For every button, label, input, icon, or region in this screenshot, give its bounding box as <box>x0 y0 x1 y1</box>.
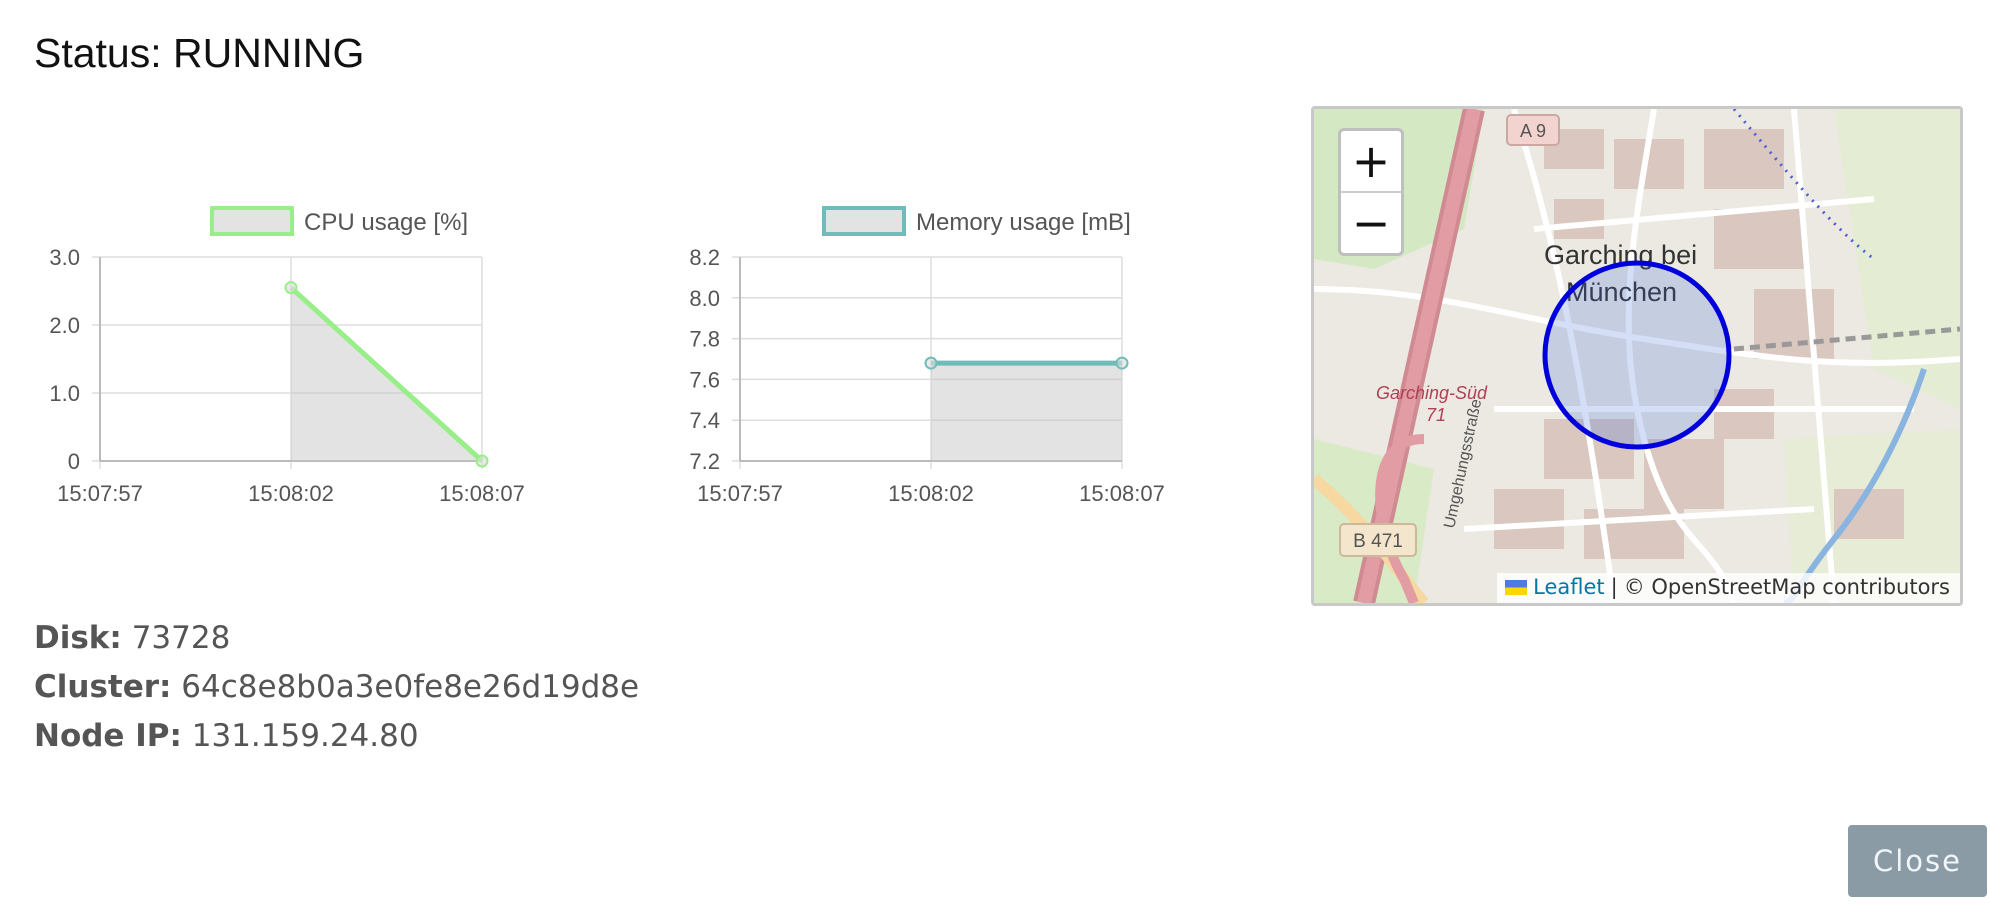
cpu-legend-swatch <box>210 206 294 236</box>
exit-number: 71 <box>1426 405 1446 425</box>
mem-y-tick-label: 8.2 <box>689 245 720 270</box>
status-title: Status: RUNNING <box>34 30 365 76</box>
exit-label: Garching-Süd <box>1376 383 1488 403</box>
node-ip-label: Node IP: <box>34 718 182 754</box>
disk-info: Disk: 73728 <box>34 620 230 656</box>
cpu-legend-label: CPU usage [%] <box>304 209 468 236</box>
zoom-out-button[interactable]: − <box>1341 191 1401 253</box>
osm-attribution[interactable]: © OpenStreetMap contributors <box>1623 575 1950 599</box>
cluster-label: Cluster: <box>34 669 172 705</box>
road-label-a9: A 9 <box>1520 121 1546 141</box>
attribution-separator: | <box>1610 575 1618 599</box>
cpu-series-line <box>289 285 484 463</box>
mem-y-tick-label: 7.6 <box>689 367 720 392</box>
leaflet-link[interactable]: Leaflet <box>1533 575 1605 599</box>
cpu-x-tick-label: 15:08:07 <box>439 481 525 506</box>
cpu-y-tick-label: 2.0 <box>49 313 80 338</box>
map-attribution: Leaflet | © OpenStreetMap contributors <box>1497 573 1960 603</box>
road-label-b471: B 471 <box>1353 531 1403 552</box>
cluster-info: Cluster: 64c8e8b0a3e0fe8e26d19d8e <box>34 669 639 705</box>
mem-y-tick-label: 8.0 <box>689 286 720 311</box>
memory-usage-chart: Memory usage [mB] 8.2 8.0 7.8 7.6 7.4 7.2 15:0… <box>689 206 1165 506</box>
node-location-circle[interactable] <box>1542 260 1732 450</box>
memory-legend-swatch <box>822 206 906 236</box>
mem-x-tick-label: 15:07:57 <box>697 481 783 506</box>
disk-value: 73728 <box>131 620 231 656</box>
node-ip-value: 131.159.24.80 <box>191 718 419 754</box>
cpu-x-tick-label: 15:08:02 <box>248 481 334 506</box>
close-button[interactable]: Close <box>1848 825 1987 897</box>
mem-data-point <box>924 356 938 370</box>
cpu-data-point <box>475 454 489 468</box>
cpu-y-tick-label: 1.0 <box>49 381 80 406</box>
mem-y-tick-label: 7.2 <box>689 449 720 474</box>
zoom-in-button[interactable]: + <box>1351 134 1391 188</box>
cpu-usage-chart: CPU usage [%] 3.0 2.0 1.0 0 15:07:57 15:08:02… <box>49 206 525 506</box>
memory-legend-label: Memory usage [mB] <box>916 209 1131 236</box>
mem-y-tick-label: 7.4 <box>689 408 720 433</box>
cluster-value: 64c8e8b0a3e0fe8e26d19d8e <box>181 669 640 705</box>
cpu-data-point <box>284 281 298 295</box>
node-ip-info: Node IP: 131.159.24.80 <box>34 718 419 754</box>
cpu-x-tick-label: 15:07:57 <box>57 481 143 506</box>
location-map[interactable]: A 9 B 471 Garching-Süd 71 Umgehungsstraß… <box>1311 106 1963 606</box>
map-tiles[interactable]: A 9 B 471 Garching-Süd 71 Umgehungsstraß… <box>1314 109 1960 603</box>
mem-x-tick-label: 15:08:07 <box>1079 481 1165 506</box>
road-shield-b471 <box>1339 523 1417 557</box>
cpu-y-tick-label: 0 <box>68 449 80 474</box>
zoom-control: + − <box>1338 128 1404 256</box>
cpu-legend[interactable]: CPU usage [%] <box>210 206 468 236</box>
mem-y-tick-label: 7.8 <box>689 327 720 352</box>
road-shield-a9 <box>1506 114 1560 146</box>
disk-label: Disk: <box>34 620 122 656</box>
cpu-y-tick-label: 3.0 <box>49 245 80 270</box>
memory-legend[interactable]: Memory usage [mB] <box>822 206 1131 236</box>
mem-area-fill <box>931 363 1122 461</box>
mem-x-tick-label: 15:08:02 <box>888 481 974 506</box>
ukraine-flag-icon <box>1505 579 1528 595</box>
mem-data-point <box>1115 356 1129 370</box>
